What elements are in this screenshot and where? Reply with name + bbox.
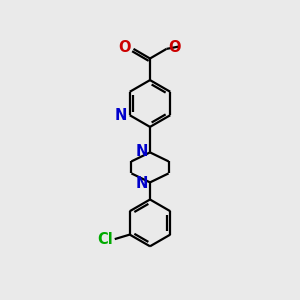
Text: Cl: Cl [98,232,113,247]
Text: N: N [135,176,148,191]
Text: O: O [168,40,181,56]
Text: O: O [118,40,131,56]
Text: N: N [135,144,148,159]
Text: N: N [114,108,127,123]
